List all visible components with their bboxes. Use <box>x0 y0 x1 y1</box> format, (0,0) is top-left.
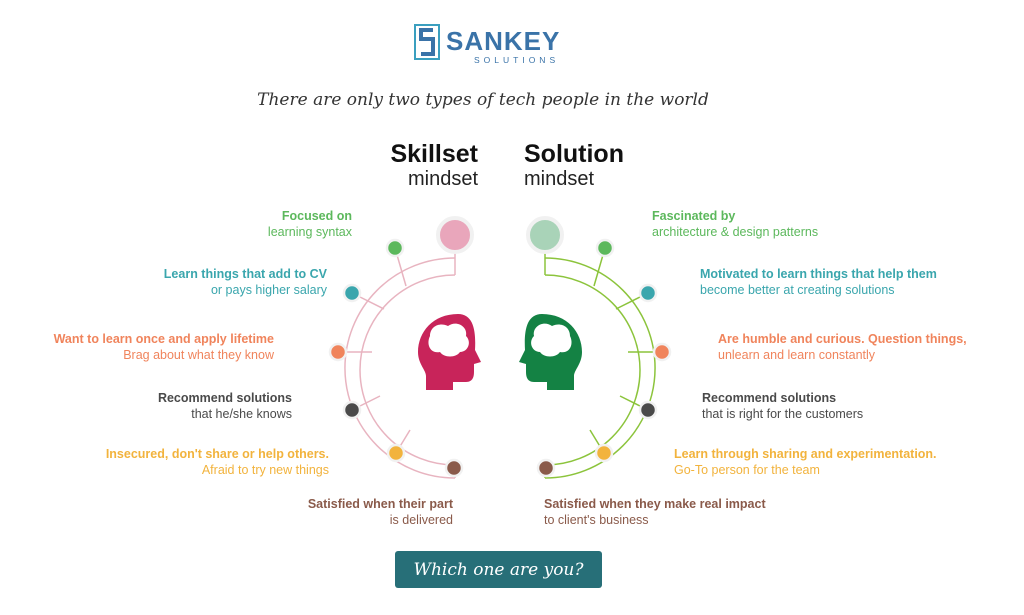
right-item-1: Fascinated by architecture & design patt… <box>652 209 819 239</box>
logo-subtitle: SOLUTIONS <box>474 55 560 65</box>
solution-dot-2 <box>638 283 658 303</box>
right-item-5: Learn through sharing and experimentatio… <box>674 447 937 477</box>
solution-dot-6 <box>536 458 556 478</box>
skillset-dot-1 <box>385 238 405 258</box>
left-title: Skillset <box>390 140 478 168</box>
skillset-dot-3 <box>328 342 348 362</box>
which-one-button[interactable]: Which one are you? <box>395 551 602 588</box>
solution-top-circle <box>526 216 564 254</box>
right-title: Solution <box>524 140 624 168</box>
right-item-3: Are humble and curious. Question things,… <box>718 332 967 362</box>
skillset-dots <box>328 238 464 478</box>
right-item-4: Recommend solutions that is right for th… <box>702 391 864 421</box>
left-item-2: Learn things that add to CV or pays high… <box>163 267 327 297</box>
solution-dot-4 <box>638 400 658 420</box>
solution-dot-3 <box>652 342 672 362</box>
brain-head-icon-right <box>519 314 582 390</box>
tagline: There are only two types of tech people … <box>257 90 709 110</box>
right-subtitle: mindset <box>524 168 595 190</box>
solution-dot-5 <box>594 443 614 463</box>
left-item-3: Want to learn once and apply lifetime Br… <box>53 332 274 362</box>
skillset-dot-4 <box>342 400 362 420</box>
solution-dots <box>536 238 672 478</box>
left-item-1: Focused on learning syntax <box>267 209 352 239</box>
solution-dot-1 <box>595 238 615 258</box>
left-item-6: Satisfied when their part is delivered <box>307 497 453 527</box>
left-subtitle: mindset <box>407 168 478 190</box>
right-item-6: Satisfied when they make real impact to … <box>544 497 766 527</box>
skillset-dot-2 <box>342 283 362 303</box>
skillset-dot-5 <box>386 443 406 463</box>
brain-head-icon-left <box>418 314 481 390</box>
skillset-top-circle <box>436 216 474 254</box>
skillset-dot-6 <box>444 458 464 478</box>
logo-name: SANKEY <box>446 26 561 56</box>
left-item-4: Recommend solutions that he/she knows <box>157 391 292 421</box>
right-item-2: Motivated to learn things that help them… <box>700 267 937 297</box>
sankey-logo-icon <box>414 24 440 60</box>
left-item-5: Insecured, don't share or help others. A… <box>105 447 329 477</box>
